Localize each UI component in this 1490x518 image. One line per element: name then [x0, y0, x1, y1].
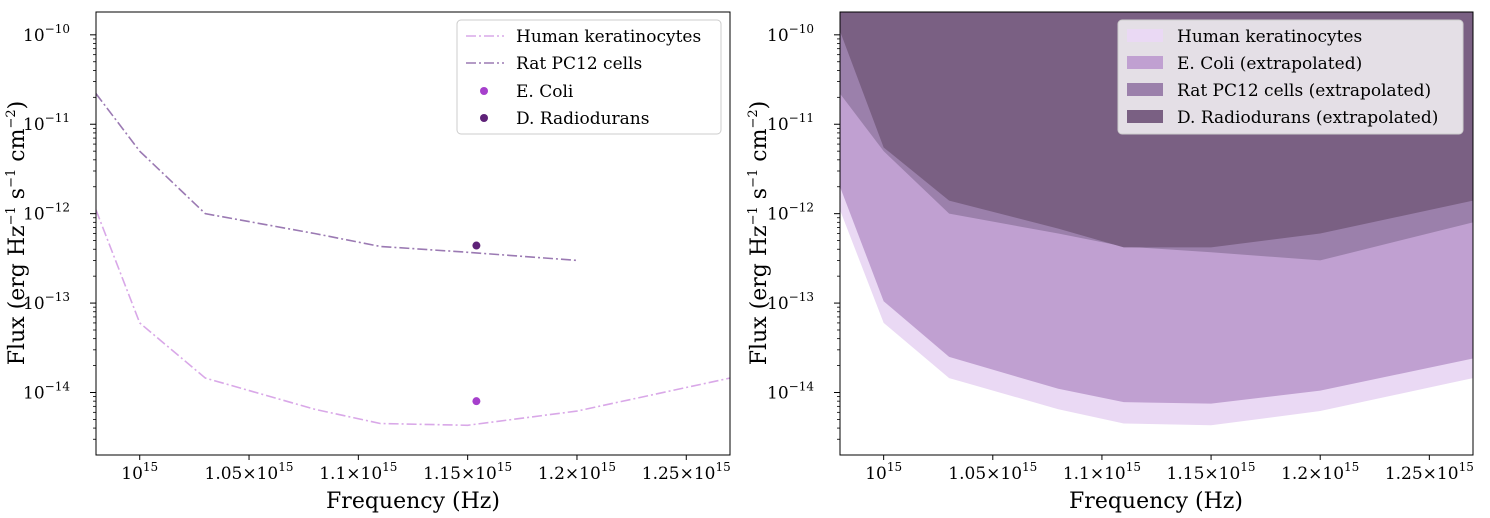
right-y-tick-label-0: 10−14 [767, 379, 814, 403]
right-x-tick-label-4: 1.2×1015 [1281, 460, 1359, 484]
right-legend-swatch-0 [1127, 29, 1163, 42]
left-legend: Human keratinocytes Rat PC12 cells E. Co… [456, 19, 722, 135]
left-chart: 1015 1.05×1015 1.1×1015 1.15×1015 1.2×1015 1.… [4, 11, 731, 514]
right-y-tick-label-4: 10−10 [767, 22, 814, 46]
left-data-point-3 [472, 241, 481, 250]
right-legend-label-1: E. Coli (extrapolated) [1177, 54, 1362, 74]
left-y-tick-label-3: 10−11 [23, 111, 70, 135]
right-x-tick-label-2: 1.1×1015 [1063, 460, 1141, 484]
right-x-axis-title: Frequency (Hz) [1069, 489, 1243, 514]
left-y-tick-label-2: 10−12 [23, 201, 70, 225]
right-x-tick-label-0: 1015 [865, 460, 902, 484]
right-y-tick-label-1: 10−13 [767, 290, 814, 314]
right-x-tick-label-3: 1.15×1015 [1167, 460, 1256, 484]
left-series-line-1 [96, 93, 578, 262]
right-legend-label-2: Rat PC12 cells (extrapolated) [1177, 81, 1431, 101]
left-y-tick-label-0: 10−14 [23, 379, 70, 403]
left-x-tick-label-1: 1.05×1015 [205, 460, 294, 484]
right-legend-label-0: Human keratinocytes [1177, 27, 1362, 47]
left-x-tick-label-3: 1.15×1015 [423, 460, 512, 484]
left-legend-label-2: E. Coli [516, 82, 574, 102]
left-x-tick-label-4: 1.2×1015 [538, 460, 616, 484]
left-y-tick-label-1: 10−13 [23, 290, 70, 314]
left-legend-label-3: D. Radiodurans [516, 109, 649, 129]
right-legend-box [1117, 19, 1464, 135]
left-series-line-0 [96, 209, 730, 427]
left-x-axis-title: Frequency (Hz) [326, 489, 500, 514]
right-y-axis-title: Flux (erg Hz−1 s−1 cm−2) [746, 101, 772, 365]
right-chart: 1015 1.05×1015 1.1×1015 1.15×1015 1.2×1015 1.… [746, 11, 1474, 514]
right-y-tick-label-2: 10−12 [767, 201, 814, 225]
left-legend-swatch-2 [480, 87, 488, 95]
right-y-tick-label-3: 10−11 [767, 111, 814, 135]
left-x-tick-label-0: 1015 [121, 460, 158, 484]
left-y-tick-label-4: 10−10 [23, 22, 70, 46]
left-legend-swatch-3 [480, 114, 488, 122]
left-y-axis-title: Flux (erg Hz−1 s−1 cm−2) [4, 101, 30, 365]
right-legend-label-3: D. Radiodurans (extrapolated) [1177, 108, 1438, 128]
left-legend-label-0: Human keratinocytes [516, 27, 701, 47]
left-legend-label-1: Rat PC12 cells [516, 54, 642, 74]
left-x-tick-label-2: 1.1×1015 [319, 460, 397, 484]
left-data-point-2 [472, 397, 481, 406]
right-legend-swatch-2 [1127, 83, 1163, 96]
right-legend-swatch-3 [1127, 110, 1163, 123]
right-legend-swatch-1 [1127, 56, 1163, 69]
right-legend: Human keratinocytes E. Coli (extrapolate… [1117, 19, 1464, 135]
right-x-tick-label-1: 1.05×1015 [948, 460, 1037, 484]
left-legend-box [456, 19, 722, 135]
left-x-tick-label-5: 1.25×1015 [642, 460, 731, 484]
right-x-tick-label-5: 1.25×1015 [1385, 460, 1474, 484]
